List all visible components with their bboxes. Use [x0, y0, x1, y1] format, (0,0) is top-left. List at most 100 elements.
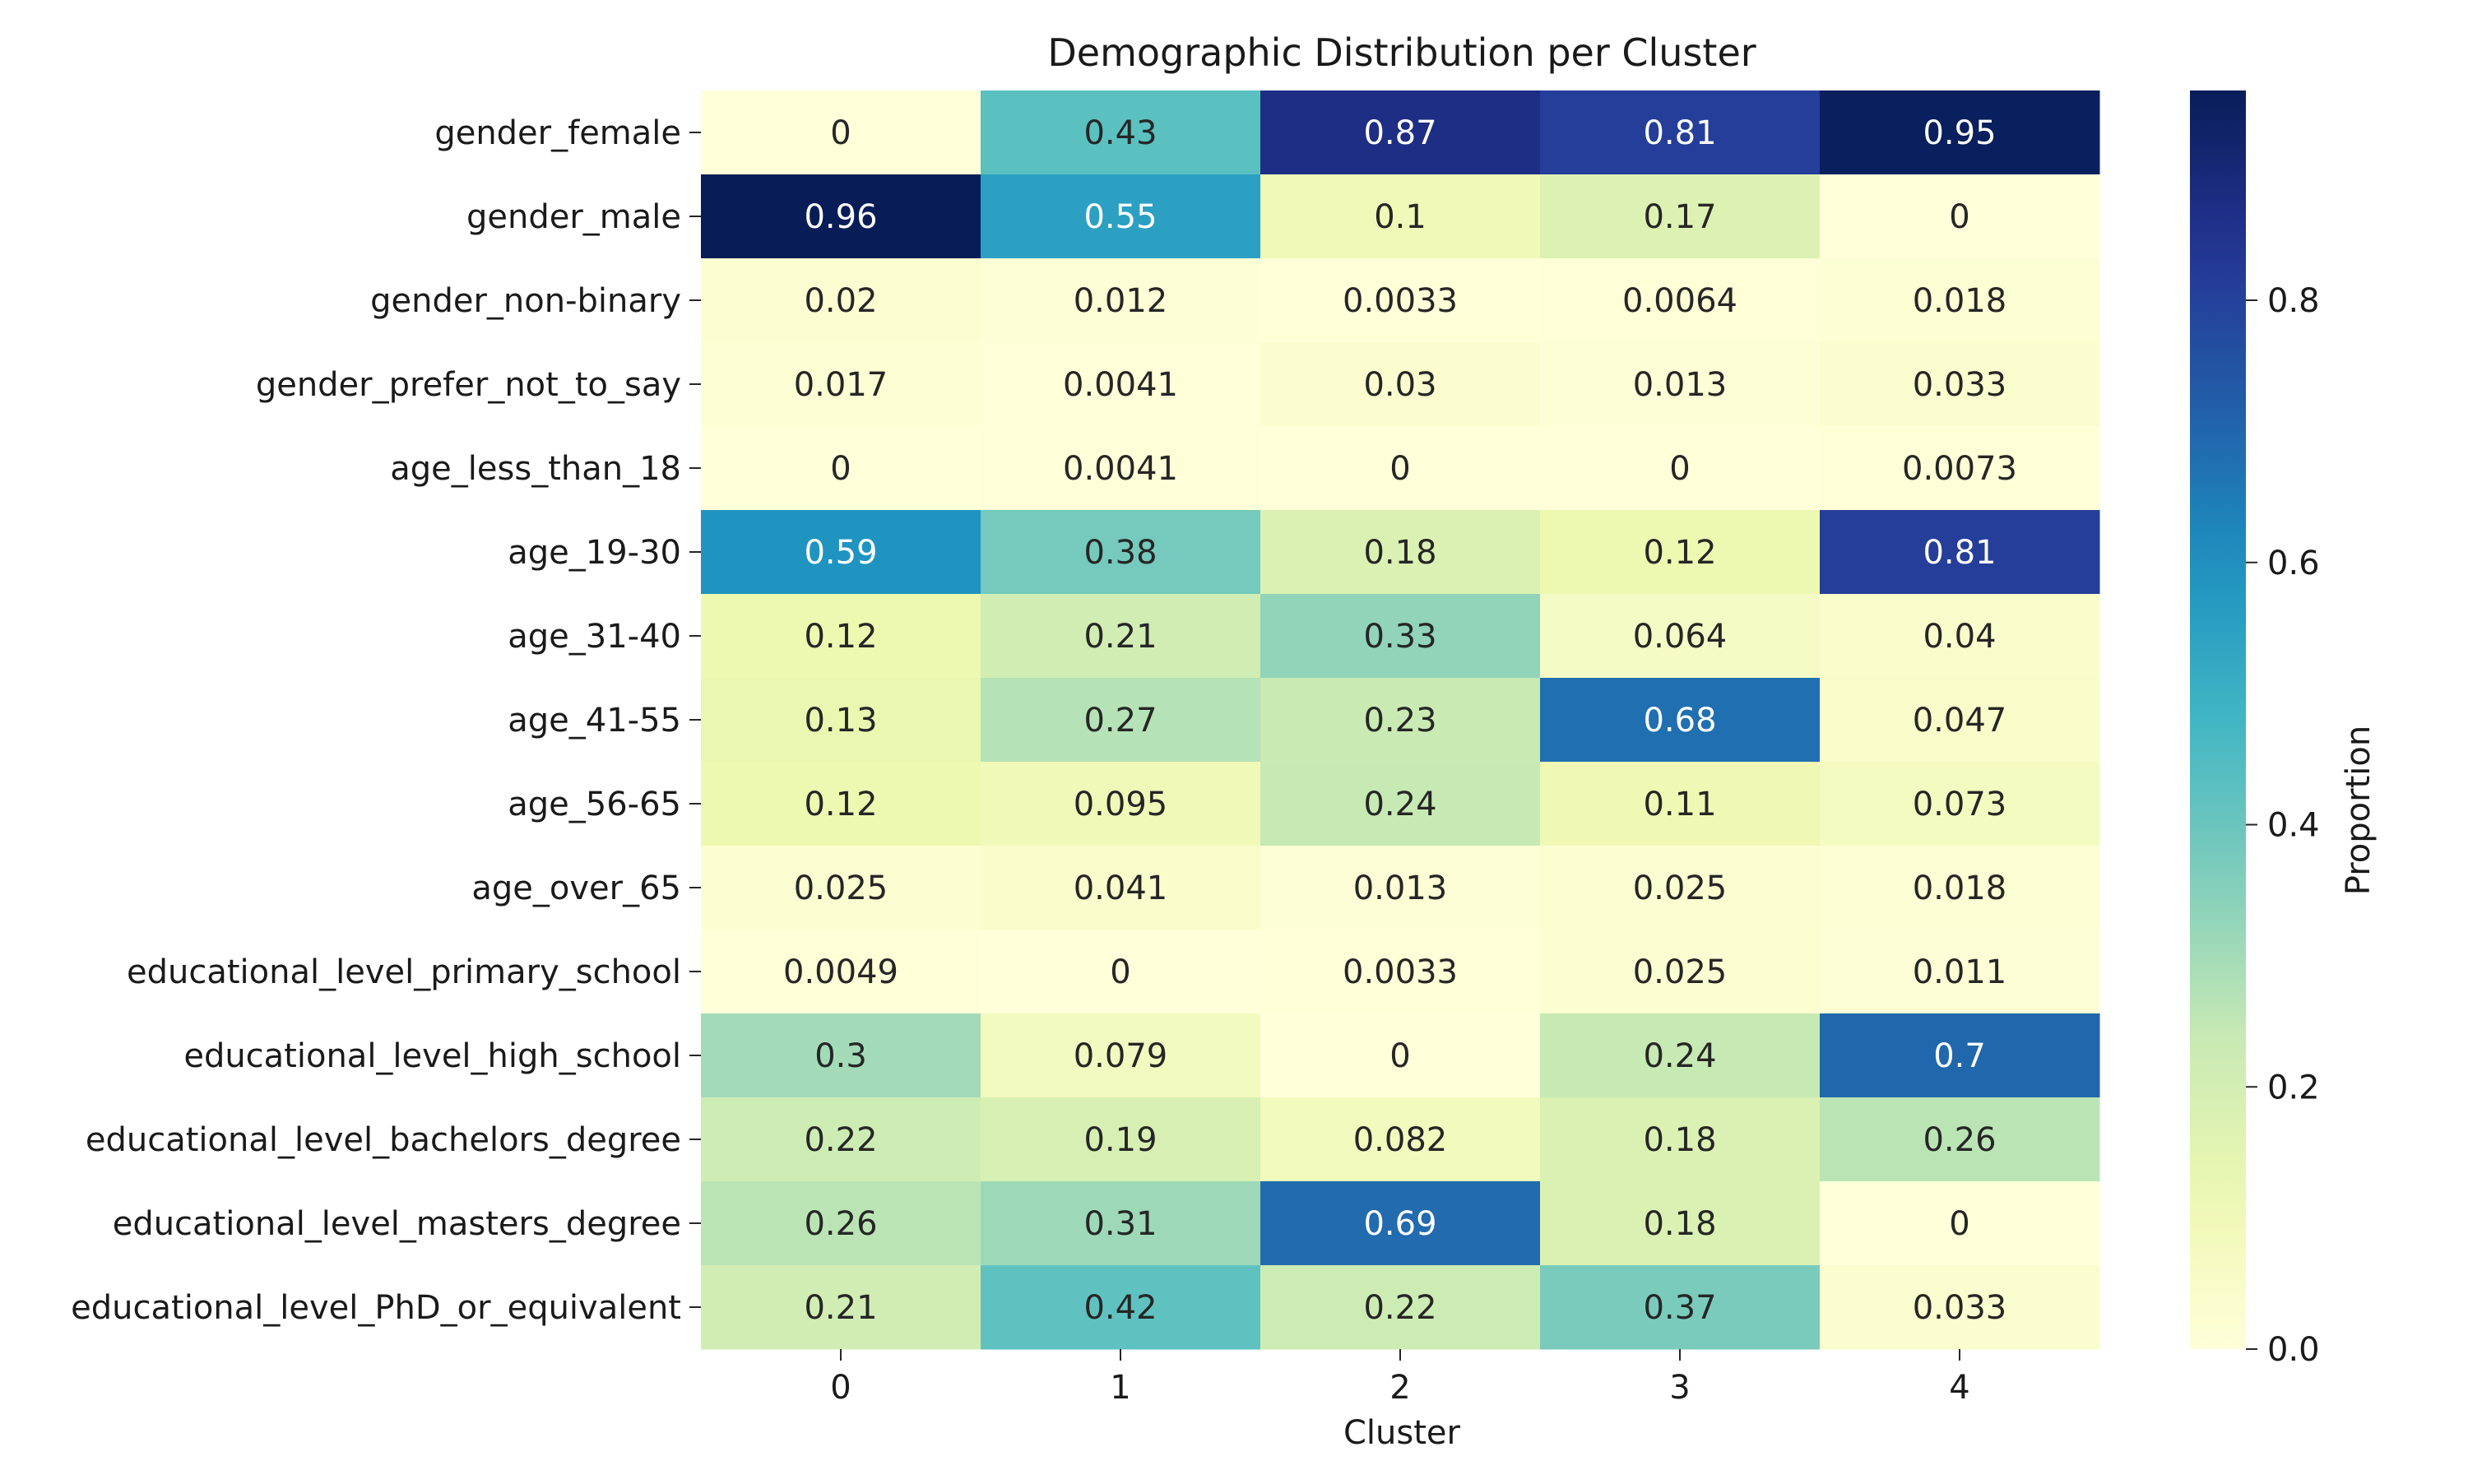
cell-value-label: 0.59 [804, 534, 877, 572]
x-tick-label: 4 [1949, 1369, 1969, 1407]
colorbar: 0.0 0.2 0.4 0.6 0.8 [2190, 90, 2320, 1369]
y-tick-label: age_less_than_18 [390, 450, 681, 488]
heatmap-cell [981, 426, 1261, 511]
cell-value-label: 0.22 [1363, 1289, 1436, 1327]
y-tick-label: educational_level_high_school [183, 1037, 681, 1075]
cell-value-label: 0.0064 [1622, 282, 1737, 320]
heatmap-cell [701, 1181, 981, 1266]
y-tick-label: gender_non-binary [370, 282, 681, 320]
heatmap-cell [1820, 594, 2100, 679]
heatmap-cell [1540, 594, 1821, 679]
y-tick-label: educational_level_masters_degree [113, 1205, 681, 1243]
y-tick-label: age_31-40 [508, 618, 681, 656]
cell-value-label: 0.81 [1643, 114, 1716, 152]
cell-value-label: 0.31 [1083, 1205, 1157, 1243]
heatmap-cell [1260, 510, 1541, 595]
cell-value-label: 0.013 [1353, 870, 1448, 907]
cell-value-label: 0.55 [1083, 198, 1157, 236]
heatmap-cell [1540, 510, 1821, 595]
cell-value-label: 0.0041 [1063, 366, 1178, 404]
heatmap-cell [701, 258, 981, 343]
cell-value-label: 0 [830, 114, 851, 152]
heatmap-cell [1820, 1181, 2100, 1266]
chart-title: Demographic Distribution per Cluster [1047, 30, 1756, 75]
cell-value-label: 0.018 [1913, 282, 2007, 320]
colorbar-tick-label: 0.0 [2267, 1331, 2320, 1369]
cell-value-label: 0.082 [1353, 1121, 1448, 1159]
colorbar-tick-label: 0.2 [2267, 1069, 2320, 1106]
heatmap-cell [1820, 1013, 2100, 1098]
heatmap-cell [981, 678, 1261, 763]
heatmap-cell [1820, 90, 2100, 175]
colorbar-tick-label: 0.8 [2267, 282, 2320, 320]
cell-value-label: 0.03 [1363, 366, 1436, 404]
cell-value-label: 0.26 [804, 1205, 877, 1243]
heatmap-cell [701, 342, 981, 427]
heatmap-cell [1820, 1097, 2100, 1182]
cell-value-label: 0.12 [1643, 534, 1716, 572]
cell-value-label: 0.0033 [1343, 953, 1458, 991]
cell-value-label: 0.26 [1923, 1121, 1996, 1159]
heatmap-cell [701, 1097, 981, 1182]
cell-value-label: 0.81 [1923, 534, 1996, 572]
cell-value-label: 0.12 [804, 618, 877, 656]
cell-value-label: 0.012 [1074, 282, 1168, 320]
cell-value-label: 0.073 [1913, 786, 2007, 823]
y-tick-label: age_41-55 [508, 702, 681, 740]
colorbar-scale [2190, 90, 2246, 1349]
heatmap-cell [1820, 342, 2100, 427]
heatmap-cell [981, 930, 1261, 1014]
cell-value-label: 0.017 [794, 366, 888, 404]
cell-value-label: 0.018 [1913, 870, 2007, 907]
heatmap-cell [981, 1181, 1261, 1266]
cell-value-label: 0.064 [1633, 618, 1728, 656]
heatmap-cell [981, 174, 1261, 259]
heatmap-cell [1260, 90, 1541, 175]
heatmap-cell [1540, 258, 1821, 343]
heatmap-cell [981, 1013, 1261, 1098]
heatmap-cell [1260, 846, 1541, 930]
heatmap-cell [1260, 1013, 1541, 1098]
cell-value-label: 0.17 [1643, 198, 1716, 236]
heatmap-cell [981, 1097, 1261, 1182]
cell-value-label: 0.42 [1083, 1289, 1157, 1327]
heatmap-cell [981, 594, 1261, 679]
heatmap-cell [1540, 1013, 1821, 1098]
cell-value-label: 0.025 [1633, 870, 1728, 907]
heatmap-cell [1820, 930, 2100, 1014]
y-axis: gender_female gender_male gender_non-binar… [71, 114, 701, 1327]
heatmap-cell [981, 762, 1261, 846]
cell-value-label: 0.011 [1913, 953, 2007, 991]
y-tick-label: gender_male [466, 198, 681, 236]
cell-value-label: 0.12 [804, 786, 877, 823]
cell-value-label: 0.33 [1363, 618, 1436, 656]
heatmap-cells: 0 0.43 0.87 0.81 0.95 0.96 0.55 0.1 0.17 0 0.02 0.0… [701, 90, 2100, 1350]
cell-value-label: 0.025 [794, 870, 888, 907]
heatmap-cell [981, 510, 1261, 595]
cell-value-label: 0.041 [1074, 870, 1168, 907]
cell-value-label: 0.1 [1374, 198, 1427, 236]
heatmap-cell [701, 930, 981, 1014]
heatmap-cell [701, 90, 981, 175]
cell-value-label: 0.013 [1633, 366, 1728, 404]
cell-value-label: 0.38 [1083, 534, 1157, 572]
cell-value-label: 0.18 [1643, 1205, 1716, 1243]
cell-value-label: 0.7 [1933, 1037, 1986, 1075]
heatmap-cell [981, 90, 1261, 175]
cell-value-label: 0 [1110, 953, 1130, 991]
cell-value-label: 0.96 [804, 198, 877, 236]
heatmap-cell [701, 594, 981, 679]
heatmap-cell [981, 846, 1261, 930]
heatmap-cell [701, 426, 981, 511]
y-tick-label: gender_female [434, 114, 681, 152]
colorbar-tick-label: 0.4 [2267, 807, 2320, 845]
y-tick-label: age_19-30 [508, 534, 681, 572]
heatmap-cell [981, 342, 1261, 427]
heatmap-cell [1820, 846, 2100, 930]
y-tick-label: gender_prefer_not_to_say [256, 366, 681, 404]
x-tick-label: 3 [1669, 1369, 1690, 1407]
cell-value-label: 0 [1949, 198, 1969, 236]
cell-value-label: 0 [1669, 450, 1690, 488]
cell-value-label: 0.04 [1923, 618, 1996, 656]
